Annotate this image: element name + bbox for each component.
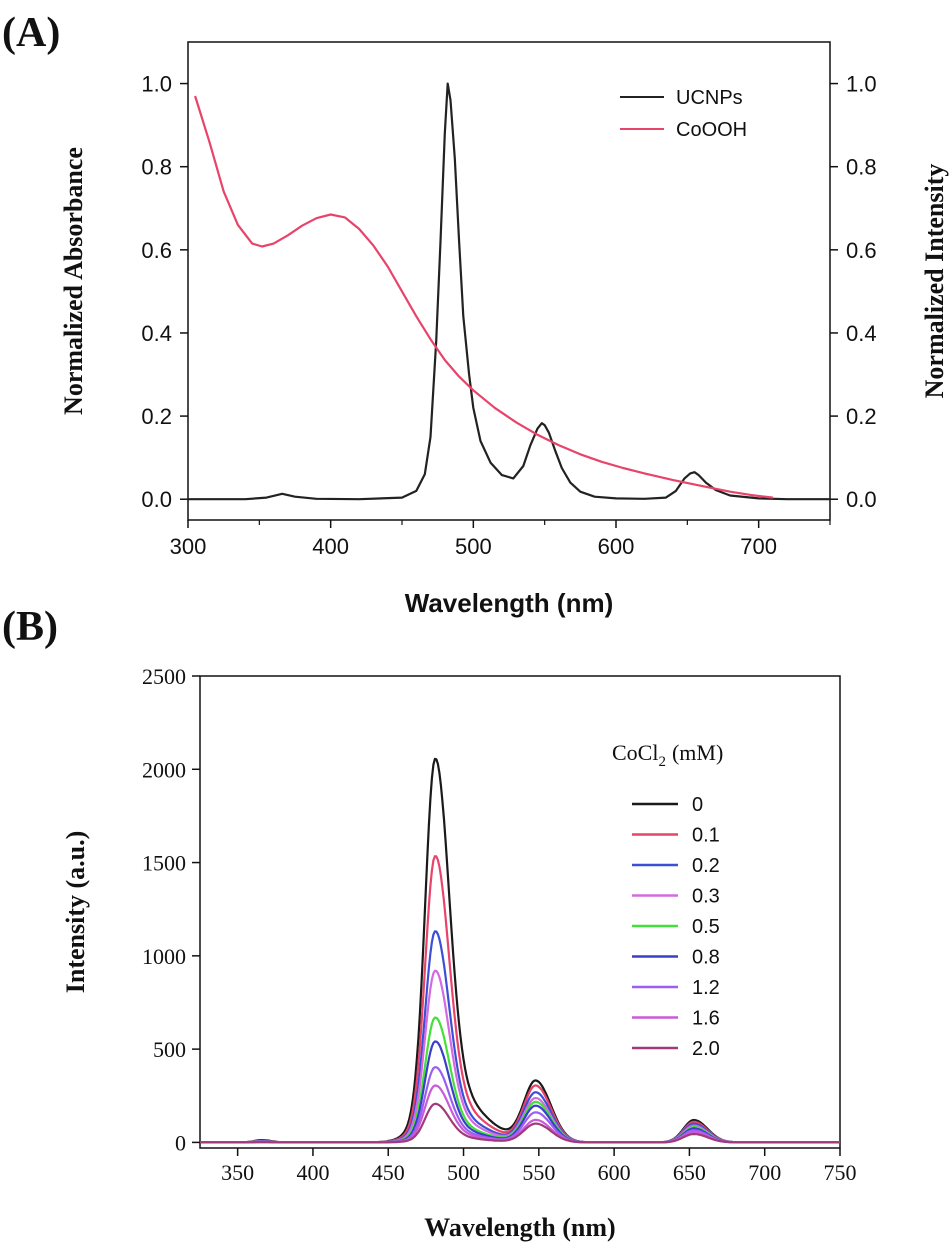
b-legend-label-1: 0.1 xyxy=(692,825,720,847)
a-y-tick-label-left: 0.0 xyxy=(141,487,172,512)
b-x-tick-label: 750 xyxy=(824,1160,857,1185)
legend-title: CoCl2 (mM) xyxy=(612,740,723,770)
a-y-tick-label-left: 0.2 xyxy=(141,404,172,429)
panel-b: 350 400 450 500 550 600 650 700 750 0 500 1000 1500 2… xyxy=(61,664,857,1242)
b-series-line-4 xyxy=(200,1016,840,1144)
b-legend-label-7: 1.6 xyxy=(692,1008,720,1030)
b-x-tick-label: 550 xyxy=(522,1160,555,1185)
legend-title-subscript: 2 xyxy=(658,754,666,770)
legend-title-unit: (mM) xyxy=(672,740,723,765)
b-x-tick-label: 400 xyxy=(296,1160,329,1185)
a-x-tick-label: 300 xyxy=(170,534,207,559)
b-y-tick-label: 0 xyxy=(175,1130,186,1155)
b-legend-label-0: 0 xyxy=(692,794,703,816)
a-y-tick-label-right: 0.4 xyxy=(846,321,877,346)
panel-a: 300 400 500 600 700 0.0 0.0 0.2 0.2 0.4 0.4 0.6 0.6 0… xyxy=(59,41,949,618)
a-y-tick-label-right: 1.0 xyxy=(846,72,877,97)
panel-a-legend: UCNPs CoOOH xyxy=(620,87,747,141)
a-x-tick-label: 700 xyxy=(740,534,777,559)
b-x-tick-label: 650 xyxy=(673,1160,706,1185)
b-x-tick-label: 700 xyxy=(748,1160,781,1185)
a-y-tick-label-left: 0.8 xyxy=(141,155,172,180)
b-y-tick-label: 2500 xyxy=(142,664,186,689)
b-x-tick-label: 350 xyxy=(221,1160,254,1185)
b-x-tick-label: 500 xyxy=(447,1160,480,1185)
a-y-tick-label-left: 0.4 xyxy=(141,321,172,346)
panel-b-legend: CoCl2 (mM) 0 0.1 0.2 0.3 0.5 0.8 1.2 1.6 2.0 xyxy=(612,740,723,1060)
b-series-line-1 xyxy=(200,855,840,1144)
b-series-line-0 xyxy=(200,757,840,1144)
b-y-tick-label: 500 xyxy=(153,1037,186,1062)
legend-title-main: CoCl xyxy=(612,740,658,765)
panel-b-y-axis-label: Intensity (a.u.) xyxy=(61,831,90,994)
panel-b-ticks: 350 400 450 500 550 600 650 700 750 0 500 1000 1500 2… xyxy=(142,664,857,1185)
b-series-line-8 xyxy=(200,1102,840,1144)
panel-b-frame xyxy=(199,675,841,1149)
panel-b-series xyxy=(200,757,840,1144)
b-y-tick-label: 1000 xyxy=(142,944,186,969)
a-y-tick-label-right: 0.2 xyxy=(846,404,877,429)
b-x-tick-label: 450 xyxy=(372,1160,405,1185)
b-x-tick-label: 600 xyxy=(598,1160,631,1185)
panel-a-x-axis-label: Wavelength (nm) xyxy=(405,588,613,618)
a-y-tick-label-left: 0.6 xyxy=(141,238,172,263)
panel-a-label: (A) xyxy=(2,10,60,56)
b-legend-label-5: 0.8 xyxy=(692,947,720,969)
a-x-tick-label: 500 xyxy=(455,534,492,559)
a-y-tick-label-left: 1.0 xyxy=(141,72,172,97)
a-x-tick-label: 600 xyxy=(598,534,635,559)
panel-b-x-axis-label: Wavelength (nm) xyxy=(424,1213,615,1242)
b-legend-label-2: 0.2 xyxy=(692,855,720,877)
b-legend-label-8: 2.0 xyxy=(692,1038,720,1060)
a-y-tick-label-right: 0.0 xyxy=(846,487,877,512)
a-y-tick-label-right: 0.8 xyxy=(846,155,877,180)
panel-a-y-axis-label-left: Normalized Absorbance xyxy=(59,147,88,415)
b-y-tick-label: 2000 xyxy=(142,757,186,782)
a-x-tick-label: 400 xyxy=(312,534,349,559)
a-series-line-1 xyxy=(194,95,774,499)
legend-label-cooOH: CoOOH xyxy=(676,119,747,141)
b-legend-label-6: 1.2 xyxy=(692,977,720,999)
b-y-tick-label: 1500 xyxy=(142,851,186,876)
panel-a-series xyxy=(188,82,830,501)
a-series-line-0 xyxy=(188,82,830,501)
panel-b-label: (B) xyxy=(2,604,58,650)
b-legend-label-3: 0.3 xyxy=(692,886,720,908)
panel-a-y-axis-label-right: Normalized Intensity xyxy=(920,164,949,399)
legend-label-ucnps: UCNPs xyxy=(676,87,743,109)
panel-a-ticks: 300 400 500 600 700 0.0 0.0 0.2 0.2 0.4 0.4 0.6 0.6 0… xyxy=(141,72,876,559)
panel-a-frame xyxy=(187,41,831,521)
b-legend-label-4: 0.5 xyxy=(692,916,720,938)
a-y-tick-label-right: 0.6 xyxy=(846,238,877,263)
